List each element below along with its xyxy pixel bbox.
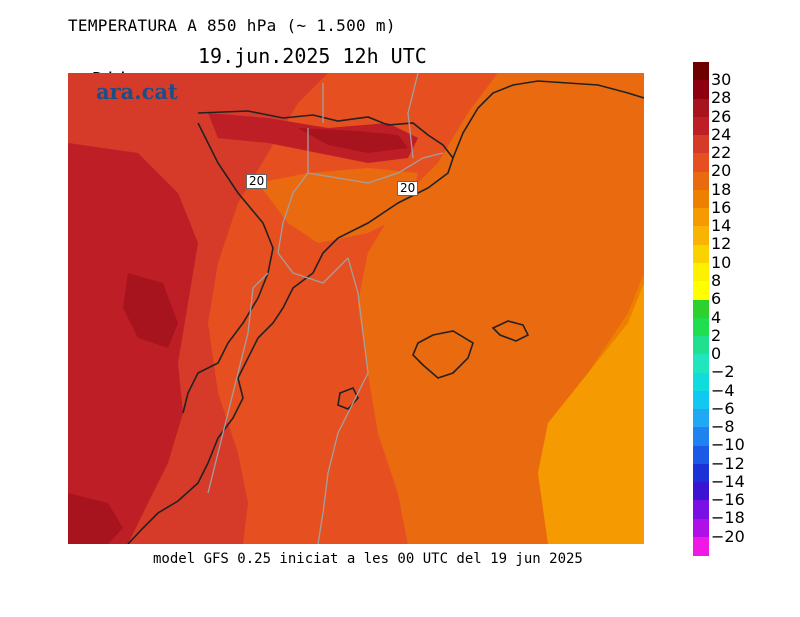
legend-label: 28 (711, 88, 732, 108)
temperature-field (68, 73, 644, 544)
legend-swatch (693, 409, 709, 428)
legend-label: 12 (711, 234, 732, 254)
coastlines (127, 80, 644, 544)
legend-label: −8 (711, 417, 735, 437)
forecast-time: Dijous 19.jun.2025 12h UTC (68, 44, 427, 116)
legend-swatch (693, 299, 709, 319)
legend-swatch (693, 226, 709, 246)
contour-label-west: 20 (246, 174, 268, 189)
field-26b (68, 493, 123, 544)
legend-label: 22 (711, 143, 732, 163)
legend-swatch (693, 482, 709, 501)
legend-label: −20 (711, 526, 745, 546)
legend-label: −16 (711, 490, 745, 510)
field-pyrenees-core (298, 128, 408, 153)
legend-swatch (693, 427, 709, 447)
legend-swatch (693, 390, 709, 410)
legend-label: 30 (711, 70, 732, 89)
legend-label: 18 (711, 179, 732, 199)
legend-label: −4 (711, 380, 735, 400)
date-label: 19.jun.2025 12h UTC (198, 44, 427, 68)
legend-label: 24 (711, 124, 732, 144)
legend-swatch (693, 336, 709, 355)
legend-label: 20 (711, 161, 732, 181)
field-14 (538, 283, 644, 544)
map-title: TEMPERATURA A 850 hPa (~ 1.500 m) (68, 16, 396, 35)
legend-swatch (693, 372, 709, 392)
legend-label: 16 (711, 197, 732, 217)
legend-swatch (693, 171, 709, 191)
legend-swatch (693, 116, 709, 136)
legend-label: 26 (711, 106, 732, 126)
borders (207, 73, 444, 544)
legend-swatch (693, 98, 709, 118)
legend-label: −12 (711, 453, 745, 473)
legend-swatch (693, 445, 709, 465)
legend-swatch (693, 463, 709, 483)
legend-swatch (693, 80, 709, 100)
field-26a (123, 273, 178, 348)
legend-swatch (693, 62, 709, 81)
araCat-logo: ara.cat (96, 79, 178, 104)
legend-label: −10 (711, 435, 745, 455)
legend-swatch (693, 281, 709, 300)
legend-label: 6 (711, 289, 722, 309)
legend-swatch (693, 208, 709, 227)
legend-label: 2 (711, 325, 722, 345)
legend-label: −2 (711, 362, 735, 382)
model-info: model GFS 0.25 iniciat a les 00 UTC del … (153, 551, 583, 567)
legend-label: 0 (711, 344, 722, 364)
legend-label: −6 (711, 398, 735, 418)
legend-swatch (693, 153, 709, 173)
legend-label: −18 (711, 508, 745, 528)
contour-label-east: 20 (397, 181, 419, 196)
legend-label: 4 (711, 307, 722, 327)
legend-label: 10 (711, 252, 732, 272)
legend-swatch (693, 354, 709, 374)
legend-swatch (693, 262, 709, 282)
legend-swatch (693, 317, 709, 337)
field-18 (358, 73, 644, 544)
legend-swatch (693, 537, 709, 556)
legend-swatch (693, 244, 709, 264)
legend-label: 14 (711, 216, 732, 236)
legend-swatch (693, 500, 709, 520)
field-24 (68, 143, 198, 544)
legend-label: −14 (711, 471, 745, 491)
temperature-map: ara.cat 20 20 (68, 73, 644, 544)
legend-swatch (693, 135, 709, 154)
legend-label: 8 (711, 270, 722, 290)
legend-swatch (693, 518, 709, 538)
color-legend (693, 62, 709, 556)
legend-swatch (693, 189, 709, 209)
